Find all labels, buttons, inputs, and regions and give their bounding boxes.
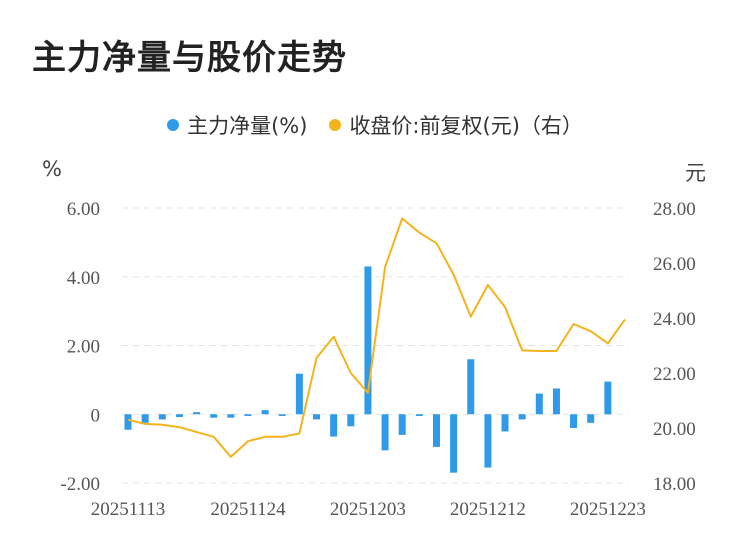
right-tick-label: 20.00: [653, 419, 696, 440]
legend: 主力净量(%) 收盘价:前复权(元)（右）: [0, 110, 750, 140]
net-flow-bar: [415, 414, 423, 416]
close-price-line: [127, 217, 626, 458]
net-flow-bar: [261, 410, 269, 415]
net-flow-bar: [347, 414, 355, 427]
net-flow-bar: [124, 414, 132, 430]
legend-item-net-flow[interactable]: 主力净量(%): [167, 110, 307, 140]
chart-title: 主力净量与股价走势: [32, 38, 347, 78]
left-tick-label: 0: [91, 405, 101, 426]
right-tick-label: 18.00: [653, 474, 696, 495]
net-flow-bar: [587, 414, 595, 423]
net-flow-bar: [518, 414, 526, 420]
net-flow-bar: [398, 414, 406, 435]
right-tick-label: 28.00: [653, 199, 696, 220]
net-flow-bar: [364, 266, 372, 415]
net-flow-bar: [244, 414, 252, 416]
legend-item-close-price[interactable]: 收盘价:前复权(元)（右）: [329, 110, 583, 140]
net-flow-bar: [552, 388, 560, 415]
legend-label-close-price: 收盘价:前复权(元)（右）: [349, 114, 583, 138]
right-tick-label: 26.00: [653, 254, 696, 275]
left-axis-unit: %: [42, 157, 62, 181]
net-flow-bar: [278, 414, 286, 416]
legend-dot-close-price-icon: [329, 119, 342, 131]
net-flow-bar: [175, 414, 183, 417]
legend-dot-net-flow-icon: [167, 119, 180, 131]
net-flow-bar: [295, 373, 303, 415]
net-flow-bar: [484, 414, 492, 468]
net-flow-bar: [467, 359, 475, 415]
net-flow-bar: [141, 414, 149, 423]
x-tick-label: 20251223: [570, 499, 646, 520]
net-flow-bar: [570, 414, 578, 428]
net-flow-bar: [193, 412, 201, 415]
net-flow-bar: [330, 414, 338, 437]
left-tick-label: 4.00: [67, 268, 100, 289]
x-tick-label: 20251113: [91, 499, 166, 520]
left-tick-label: 2.00: [67, 337, 100, 358]
right-tick-label: 22.00: [653, 364, 696, 385]
x-tick-label: 20251124: [210, 499, 286, 520]
net-flow-bar: [381, 414, 389, 451]
net-flow-bar: [432, 414, 440, 447]
legend-label-net-flow: 主力净量(%): [187, 114, 308, 138]
net-flow-bar: [313, 414, 321, 420]
left-tick-label: 6.00: [67, 199, 100, 220]
x-tick-label: 20251212: [450, 499, 526, 520]
net-flow-bar: [210, 414, 218, 418]
net-flow-bar: [450, 414, 458, 473]
right-tick-label: 24.00: [653, 309, 696, 330]
net-flow-bar: [158, 414, 166, 420]
left-tick-label: -2.00: [60, 474, 100, 495]
x-tick-label: 20251203: [330, 499, 406, 520]
net-flow-bar: [227, 414, 235, 418]
net-flow-bar: [501, 414, 509, 432]
net-flow-bar: [604, 381, 612, 415]
right-axis-unit: 元: [685, 161, 706, 185]
net-flow-bar: [535, 393, 543, 415]
